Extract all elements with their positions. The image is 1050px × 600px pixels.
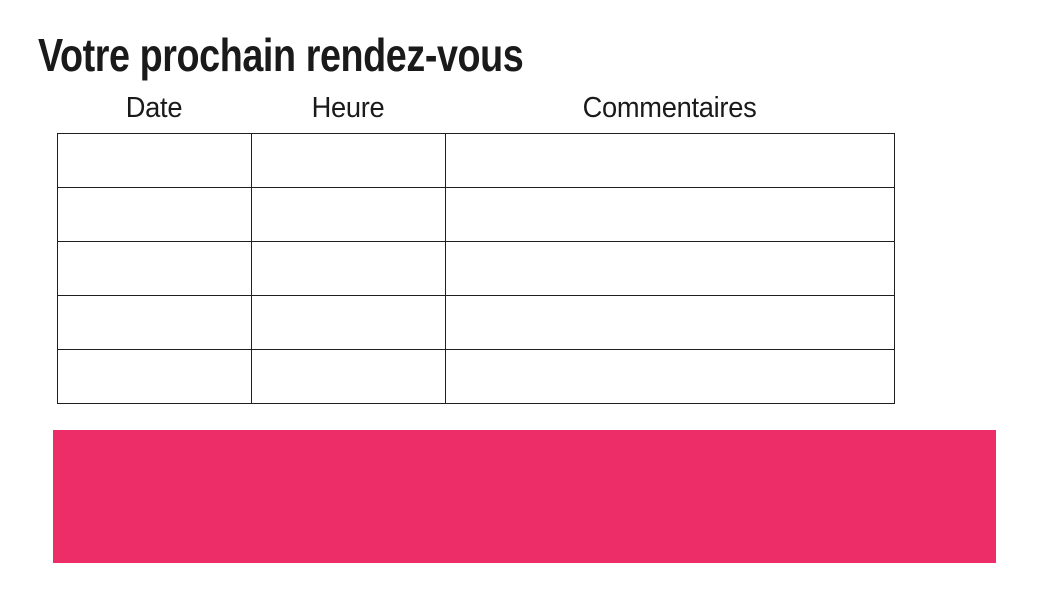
column-header-date: Date: [125, 92, 183, 124]
table-cell: [57, 295, 252, 350]
accent-banner: [53, 430, 996, 563]
table-cell: [445, 295, 895, 350]
table-cell: [445, 133, 895, 188]
table-cell: [251, 241, 446, 296]
table-row: [57, 241, 895, 296]
table-cell: [445, 241, 895, 296]
appointments-table-body: [57, 133, 895, 404]
table-cell: [445, 187, 895, 242]
appointments-table: [57, 133, 895, 404]
table-row: [57, 349, 895, 404]
table-cell: [445, 349, 895, 404]
table-cell: [57, 187, 252, 242]
table-cell: [251, 133, 446, 188]
table-cell: [251, 187, 446, 242]
table-cell: [251, 295, 446, 350]
column-header-commentaires: Commentaires: [582, 92, 757, 124]
table-row: [57, 187, 895, 242]
page-title: Votre prochain rendez-vous: [38, 29, 524, 81]
table-cell: [57, 241, 252, 296]
table-cell: [251, 349, 446, 404]
table-cell: [57, 349, 252, 404]
table-column-headers: Date Heure Commentaires: [57, 92, 894, 125]
column-header-heure: Heure: [311, 92, 385, 124]
table-row: [57, 295, 895, 350]
table-row: [57, 133, 895, 188]
table-cell: [57, 133, 252, 188]
